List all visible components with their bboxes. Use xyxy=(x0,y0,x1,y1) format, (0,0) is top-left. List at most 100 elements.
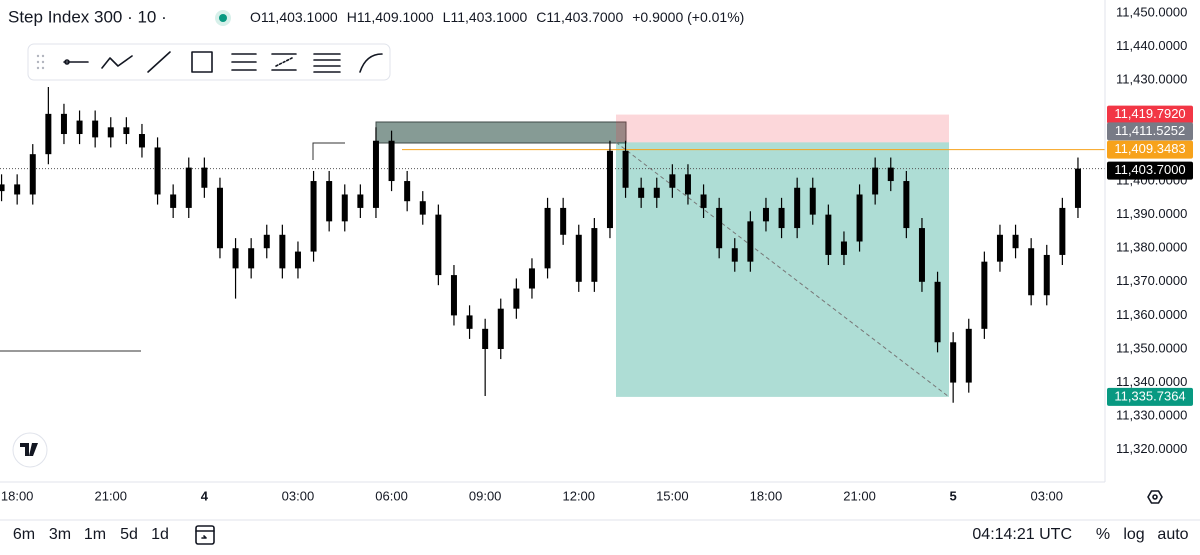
x-tick-label: 18:00 xyxy=(750,488,783,503)
scale-option[interactable]: log xyxy=(1123,526,1144,543)
candle-body xyxy=(528,268,535,289)
y-tick-label: 11,360.0000 xyxy=(1116,307,1187,322)
trend-line xyxy=(312,142,345,160)
candle-body xyxy=(794,187,801,229)
candle-body xyxy=(294,251,301,269)
candle-body xyxy=(201,167,208,188)
candle-body xyxy=(466,315,473,329)
candle-body xyxy=(950,342,957,383)
legend-value: 11,409.1000 xyxy=(357,9,434,25)
candle-body xyxy=(622,150,629,188)
candle-body xyxy=(154,147,161,195)
tool-icons[interactable] xyxy=(63,51,383,73)
candle-body xyxy=(107,127,114,138)
candle-body xyxy=(872,167,879,195)
candle-body xyxy=(123,127,130,135)
price-tag-label: 11,411.5252 xyxy=(1115,123,1185,138)
stop-zone xyxy=(616,114,949,143)
candle-body xyxy=(435,214,442,276)
price-tag xyxy=(1107,105,1193,124)
x-tick-label: 21:00 xyxy=(94,488,127,503)
settings-icon[interactable] xyxy=(1147,490,1163,504)
y-tick-label: 11,330.0000 xyxy=(1116,408,1187,423)
candle-body xyxy=(138,134,145,148)
tradingview-logo xyxy=(12,432,48,468)
y-tick-label: 11,320.0000 xyxy=(1116,441,1187,456)
candle-body xyxy=(60,113,67,135)
drawing-toolbar[interactable] xyxy=(27,43,391,81)
candle-body xyxy=(762,207,769,222)
candle-body xyxy=(326,181,333,222)
candle-body xyxy=(918,228,925,282)
y-tick-label: 11,390.0000 xyxy=(1116,206,1187,221)
candle-body xyxy=(965,328,972,383)
x-tick-label: 03:00 xyxy=(282,488,315,503)
price-tag-label: 11,403.7000 xyxy=(1114,162,1185,177)
candle-body xyxy=(809,187,816,215)
candle-body xyxy=(279,234,286,269)
candle-body xyxy=(388,140,395,182)
candle-body xyxy=(1043,254,1050,296)
date-range-icon[interactable] xyxy=(195,525,215,545)
candle-body xyxy=(731,248,738,262)
scale-option[interactable]: auto xyxy=(1157,526,1188,543)
candle-body xyxy=(1012,234,1019,249)
price-tag-label: 11,419.7920 xyxy=(1114,106,1185,121)
candle-body xyxy=(606,150,613,229)
candle-body xyxy=(1028,248,1035,296)
price-tag xyxy=(1107,161,1193,180)
candle-body xyxy=(170,194,177,208)
timeframe-button[interactable]: 1m xyxy=(84,526,106,543)
symbol-title: Step Index 300 · 10 · xyxy=(8,7,167,26)
y-tick-label: 11,350.0000 xyxy=(1116,340,1187,355)
candle-body xyxy=(92,120,99,138)
candle-body xyxy=(216,187,223,249)
candle-body xyxy=(76,120,83,135)
candle-body xyxy=(544,207,551,269)
legend-value: 11,403.1000 xyxy=(261,9,338,25)
price-tag-label: 11,409.3483 xyxy=(1114,141,1185,156)
price-tag-label: 11,335.7364 xyxy=(1114,388,1185,403)
candle-body xyxy=(404,181,411,202)
candle-body xyxy=(575,234,582,282)
candle-body xyxy=(716,207,723,249)
candle-body xyxy=(700,194,707,208)
candle-body xyxy=(497,308,504,349)
candle-body xyxy=(840,241,847,255)
x-tick-label: 15:00 xyxy=(656,488,689,503)
timeframe-button[interactable]: 6m xyxy=(13,526,35,543)
price-tag xyxy=(1107,387,1193,406)
timeframe-button[interactable]: 5d xyxy=(120,526,138,543)
candle-body xyxy=(903,181,910,229)
candle-body xyxy=(0,184,5,192)
candle-body xyxy=(1059,207,1066,255)
candle-body xyxy=(1074,168,1081,208)
candle-body xyxy=(29,154,36,195)
candle-body xyxy=(372,140,379,208)
legend-value: O xyxy=(250,9,261,25)
market-status-dot xyxy=(219,14,227,22)
legend-value: L xyxy=(443,9,451,25)
price-tag xyxy=(1107,140,1193,159)
legend-value: C xyxy=(536,9,546,25)
drag-handle xyxy=(36,54,45,70)
y-tick-label: 11,370.0000 xyxy=(1116,273,1187,288)
candle-body xyxy=(669,174,676,188)
legend-value: H xyxy=(347,9,357,25)
candle-body xyxy=(778,207,785,229)
candle-body xyxy=(341,194,348,222)
timeframe-button[interactable]: 3m xyxy=(49,526,71,543)
timeframe-button[interactable]: 1d xyxy=(151,526,169,543)
candle-body xyxy=(934,281,941,343)
x-tick-label: 09:00 xyxy=(469,488,502,503)
candle-body xyxy=(684,174,691,195)
candle-body xyxy=(560,207,567,235)
candle-body xyxy=(248,248,255,269)
candle-body xyxy=(482,328,489,349)
legend-value: 11,403.1000 xyxy=(450,9,527,25)
settings-icon-center xyxy=(1152,494,1158,500)
price-tag xyxy=(1107,122,1193,141)
scale-option[interactable]: % xyxy=(1096,526,1110,543)
